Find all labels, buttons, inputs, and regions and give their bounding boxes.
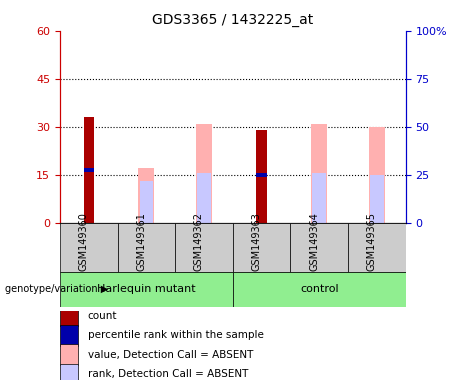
Text: GSM149365: GSM149365 [367,212,377,271]
Bar [83,168,94,172]
Text: GSM149363: GSM149363 [252,212,262,271]
Bar [60,272,233,307]
Text: GSM149361: GSM149361 [136,212,146,271]
Text: value, Detection Call = ABSENT: value, Detection Call = ABSENT [88,349,253,359]
Text: rank, Detection Call = ABSENT: rank, Detection Call = ABSENT [88,369,248,379]
Text: count: count [88,311,117,321]
Title: GDS3365 / 1432225_at: GDS3365 / 1432225_at [152,13,313,27]
Bar [138,168,154,223]
Bar [233,223,290,272]
Bar [197,173,211,223]
Bar [256,173,267,177]
Text: control: control [300,285,338,295]
Bar [370,175,384,223]
Bar [313,173,326,223]
Text: GSM149362: GSM149362 [194,212,204,271]
Bar [290,223,348,272]
Bar [256,130,267,223]
Bar [233,272,406,307]
Bar [60,325,78,346]
Bar [118,223,175,272]
Bar [83,117,94,223]
Text: genotype/variation ▶: genotype/variation ▶ [5,285,108,295]
Bar [175,223,233,272]
Bar [60,364,78,384]
Bar [369,127,385,223]
Text: GSM149364: GSM149364 [309,212,319,271]
Bar [60,223,118,272]
Text: Harlequin mutant: Harlequin mutant [97,285,195,295]
Bar [140,181,153,223]
Text: percentile rank within the sample: percentile rank within the sample [88,330,264,340]
Bar [60,344,78,365]
Bar [311,124,327,223]
Bar [60,306,78,326]
Text: GSM149360: GSM149360 [79,212,89,271]
Bar [348,223,406,272]
Bar [196,124,212,223]
